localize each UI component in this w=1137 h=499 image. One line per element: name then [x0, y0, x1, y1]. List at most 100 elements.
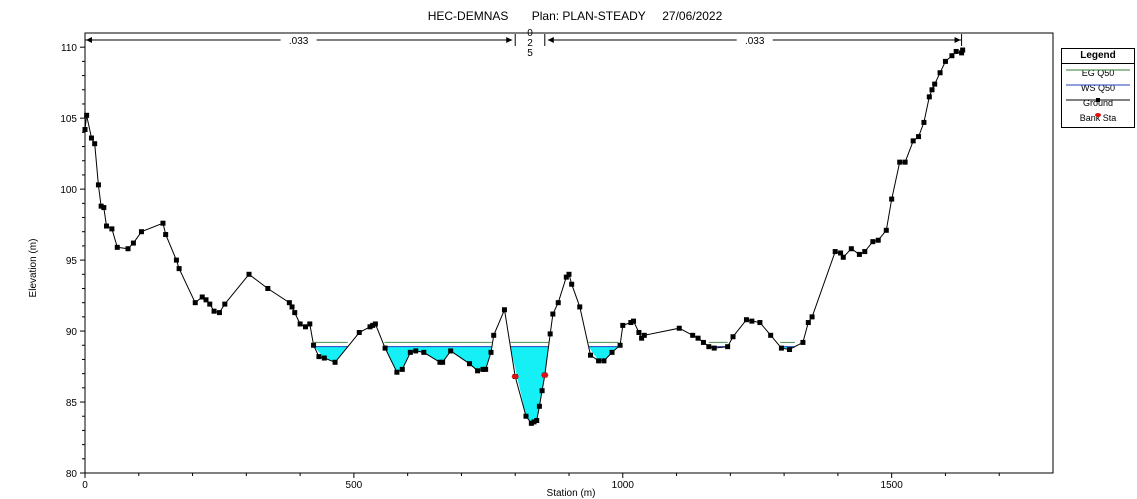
ground-point [862, 249, 868, 255]
ground-point [523, 413, 529, 419]
legend: Legend EG Q50 WS Q50 Ground Bank Sta [1061, 48, 1135, 128]
ground-point [207, 301, 213, 307]
ground-point [566, 271, 572, 277]
ground-point [800, 339, 806, 345]
ground-point [926, 94, 932, 100]
ground-point [265, 285, 271, 291]
ground-point [437, 359, 443, 365]
legend-item-bank: Bank Sta [1062, 109, 1134, 124]
ground-point [569, 281, 575, 287]
ground-point [921, 119, 927, 125]
ground-point [730, 334, 736, 340]
manning-right-label-bg [736, 34, 773, 46]
x-tick-label: 0 [82, 480, 88, 491]
ground-point [563, 274, 569, 280]
ground-point [488, 349, 494, 355]
y-tick-label: 95 [66, 256, 78, 267]
ground-point [949, 53, 955, 59]
ground-point [937, 70, 943, 76]
ground-point [286, 300, 292, 306]
legend-item-ws: WS Q50 [1062, 79, 1134, 94]
ground-point [778, 345, 784, 351]
ground-point [539, 388, 545, 394]
bank-station-point [511, 373, 519, 379]
manning-left-label-bg [280, 34, 317, 46]
ground-point [749, 318, 755, 324]
ground-point [92, 141, 98, 147]
y-tick-label: 85 [66, 398, 78, 409]
manning-arrowhead [86, 37, 92, 43]
ground-point [768, 332, 774, 338]
ground-point [246, 271, 252, 277]
ground-point [631, 318, 637, 324]
ground-point [870, 239, 876, 245]
ground-point [382, 345, 388, 351]
ground-point [467, 361, 473, 367]
manning-arrowhead [954, 37, 961, 43]
water-fill-area [384, 346, 492, 373]
ground-point [501, 307, 507, 313]
axes-layer: 0 500 1000 1500 80 85 90 95 100 105 110 [60, 43, 1000, 491]
ground-point [95, 182, 101, 188]
ground-point [211, 308, 217, 314]
y-tick-label: 90 [66, 327, 78, 338]
ground-point [125, 246, 131, 252]
ground-point [173, 257, 179, 263]
ground-point [372, 321, 378, 327]
ground-point [550, 311, 556, 317]
chart-title: HEC-DEMNAS Plan: PLAN-STEADY 27/06/2022 [428, 9, 723, 23]
ground-point [743, 317, 749, 323]
ground-point [596, 358, 602, 364]
ground-point [953, 48, 959, 54]
y-tick-label: 110 [61, 43, 77, 54]
ground-point [356, 329, 362, 335]
ground-point [889, 196, 895, 202]
y-axis-label: Elevation (m) [28, 239, 39, 298]
ground-point [399, 366, 405, 372]
ground-point [588, 352, 594, 358]
ground-point [601, 358, 607, 364]
ground-point [690, 332, 696, 338]
ground-point [289, 304, 295, 310]
bank-station-point [541, 372, 549, 378]
ground-point [367, 324, 373, 330]
ground-point [929, 87, 935, 93]
ground-point [832, 249, 838, 255]
ground-point [101, 205, 107, 211]
ground-point [440, 359, 446, 365]
legend-eg-label: EG Q50 [1081, 68, 1115, 78]
ground-point [88, 135, 94, 141]
ground-point [316, 354, 322, 360]
ground-point [531, 419, 537, 425]
manning-arrowhead [506, 37, 513, 43]
ground-point [321, 355, 327, 361]
x-tick-label: 1500 [881, 480, 904, 491]
ground-point [628, 320, 634, 326]
ground-point [222, 301, 228, 307]
ground-point [413, 348, 419, 354]
ground-point [394, 369, 400, 375]
water-fill-area [314, 346, 348, 363]
ground-point [786, 347, 792, 353]
legend-eg-line-icon [1062, 64, 1134, 71]
ground-point [203, 297, 209, 303]
x-tick-label: 1000 [612, 480, 635, 491]
ground-point [491, 332, 497, 338]
ground-point [916, 134, 922, 140]
ground-point [555, 300, 561, 306]
ground-point [421, 349, 427, 355]
plot-frame [84, 32, 1054, 474]
legend-ws-line-icon [1062, 79, 1134, 86]
manning-right-label: .033 [745, 36, 765, 47]
ground-point [302, 324, 308, 330]
ground-layer [82, 47, 966, 426]
ground-point [856, 251, 862, 257]
ground-point [609, 349, 615, 355]
ground-point [838, 250, 844, 256]
ground-point [695, 335, 701, 341]
legend-ws-label: WS Q50 [1080, 83, 1115, 93]
ground-point [547, 331, 553, 337]
ground-point [475, 368, 481, 374]
ground-point [163, 232, 169, 238]
